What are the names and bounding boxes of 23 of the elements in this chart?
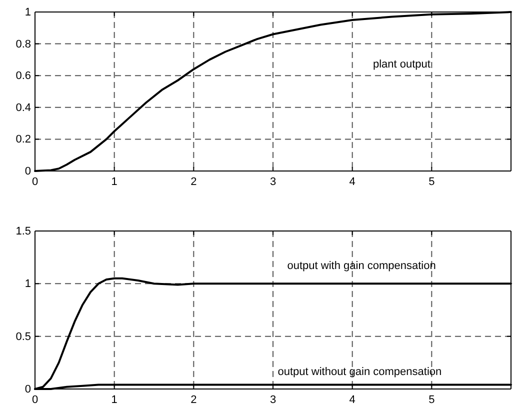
y-tick-label: 0.6 — [16, 70, 31, 82]
y-tick-label: 0.5 — [16, 330, 31, 343]
x-tick-label: 3 — [270, 394, 276, 406]
x-tick-label: 2 — [190, 176, 197, 188]
y-tick-label: 0.2 — [16, 134, 31, 146]
series-label: output without gain compensation — [278, 366, 442, 378]
x-tick-label: 2 — [190, 394, 197, 406]
text: plant output — [372, 58, 430, 71]
x-tick-label: 1 — [111, 176, 118, 188]
y-tick-label: 1 — [24, 6, 31, 19]
y-tick-label: 0 — [24, 166, 31, 178]
x-tick-label: 1 — [111, 394, 118, 406]
x-tick-label: 4 — [349, 176, 356, 188]
y-tick-label: 0.8 — [16, 38, 31, 50]
y-tick-label: 1.5 — [16, 226, 31, 238]
series-label: output with gain compensation — [287, 260, 436, 272]
y-tick-label: 0 — [24, 384, 31, 396]
x-tick-label: 3 — [270, 176, 276, 188]
x-tick-label: 5 — [428, 394, 435, 406]
x-tick-label: 5 — [428, 176, 435, 188]
y-tick-label: 1 — [24, 278, 31, 290]
x-tick-label: 4 — [349, 394, 356, 406]
y-tick-label: 0.4 — [16, 102, 31, 114]
